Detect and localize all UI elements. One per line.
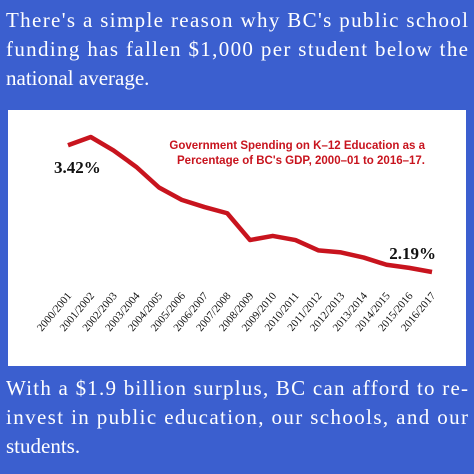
headline: There's a simple reason why BC's public … <box>6 8 468 32</box>
line <box>67 134 433 275</box>
headline: funding has fallen $1,000 per student be… <box>6 37 468 61</box>
value-label: 3.42% <box>54 158 101 177</box>
footer-text: students. <box>6 434 80 458</box>
value-label: 2.19% <box>389 244 436 263</box>
chart-title: Government Spending on K–12 Education as… <box>169 140 425 152</box>
chart-panel <box>8 110 466 366</box>
footer-text: invest in public education, our schools,… <box>6 405 468 429</box>
footer-text: With a $1.9 billion surplus, BC can affo… <box>6 376 468 400</box>
chart-title: Percentage of BC's GDP, 2000–01 to 2016–… <box>177 155 425 167</box>
headline: national average. <box>6 66 149 90</box>
